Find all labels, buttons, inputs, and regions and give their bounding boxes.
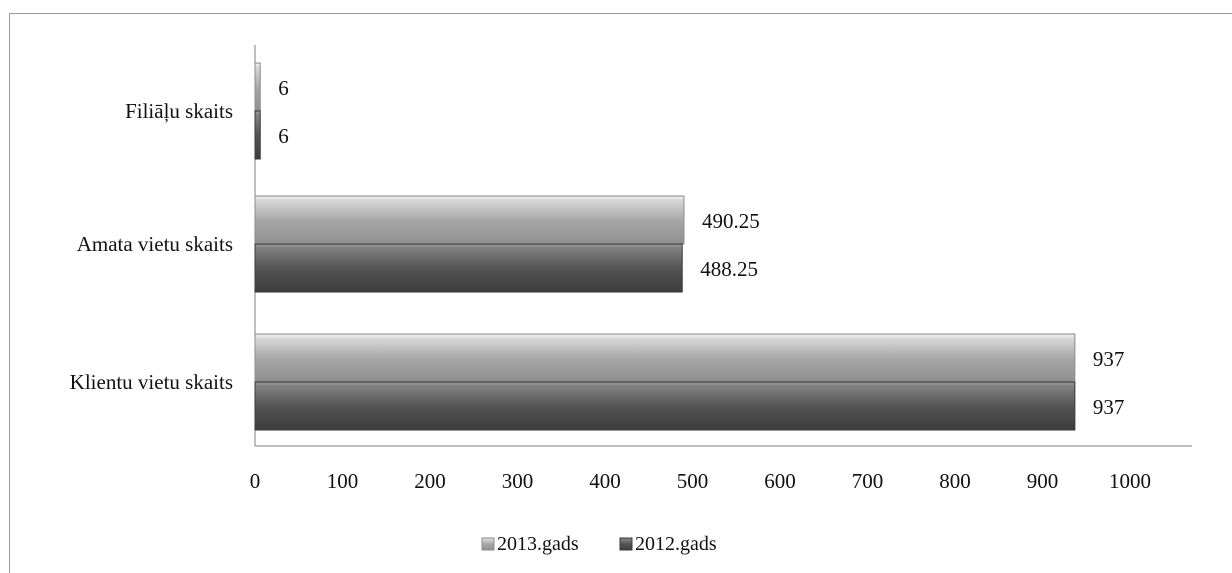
- x-tick-label: 1000: [1109, 469, 1151, 493]
- x-tick-label: 200: [414, 469, 446, 493]
- x-tick-label: 0: [250, 469, 261, 493]
- x-tick-label: 900: [1027, 469, 1059, 493]
- legend-swatch: [481, 537, 495, 551]
- data-label: 488.25: [700, 257, 758, 281]
- x-tick-label: 800: [939, 469, 971, 493]
- data-label: 490.25: [702, 209, 760, 233]
- x-tick-label: 700: [852, 469, 884, 493]
- legend-swatch: [619, 537, 633, 551]
- bar: [254, 243, 683, 293]
- data-label: 6: [278, 124, 289, 148]
- x-tick-label: 400: [589, 469, 621, 493]
- category-label: Filiāļu skaits: [125, 99, 233, 123]
- x-tick-label: 600: [764, 469, 796, 493]
- x-tick-label: 300: [502, 469, 534, 493]
- legend-entry: 2012.gads: [635, 533, 717, 555]
- bar: [254, 195, 685, 245]
- category-label: Amata vietu skaits: [77, 232, 233, 256]
- legend-entry: 2013.gads: [497, 533, 579, 555]
- bar: [254, 381, 1076, 431]
- data-label: 937: [1093, 347, 1125, 371]
- bar: [254, 62, 261, 112]
- x-tick-label: 100: [327, 469, 359, 493]
- bar: [254, 110, 261, 160]
- chart-frame: [9, 13, 1232, 573]
- x-tick-label: 500: [677, 469, 709, 493]
- data-label: 937: [1093, 395, 1125, 419]
- category-label: Klientu vietu skaits: [70, 370, 233, 394]
- data-label: 6: [278, 76, 289, 100]
- bar: [254, 333, 1076, 383]
